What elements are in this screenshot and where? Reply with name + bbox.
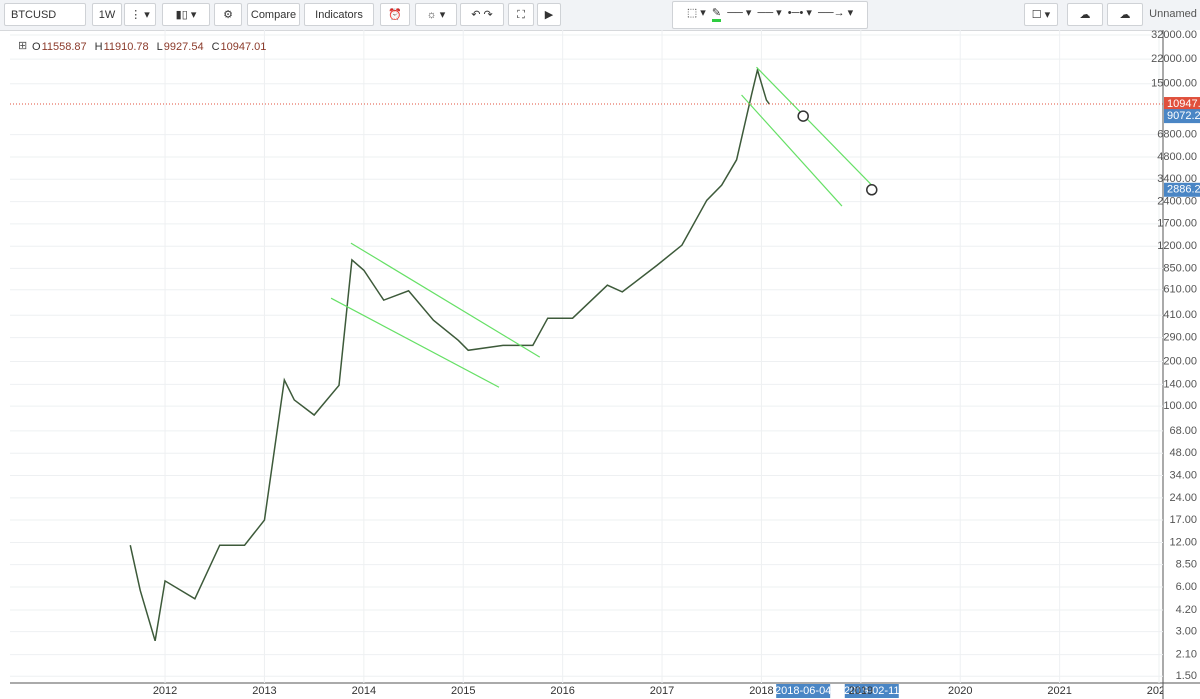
ohlc-value: 11558.87 — [42, 41, 87, 53]
y-tick-label: 8.50 — [1176, 559, 1197, 571]
compare-button[interactable]: Compare — [247, 3, 300, 26]
price-marker-box — [1164, 109, 1200, 124]
price-marker-label: 9072.26 — [1167, 110, 1200, 122]
y-tick-label: 100.00 — [1163, 400, 1197, 412]
y-tick-label: 2400.00 — [1157, 196, 1197, 208]
alert[interactable]: ⏰ — [380, 3, 410, 26]
y-tick-label: 140.00 — [1163, 378, 1197, 390]
last-price-label: 10947.0 — [1167, 98, 1200, 110]
date-marker-label: 2018-06-04 — [775, 685, 831, 697]
interval-menu[interactable]: ⋮ ▾ — [124, 3, 156, 26]
price-marker-box — [1164, 182, 1200, 197]
symbol-input[interactable]: BTCUSD — [4, 3, 86, 26]
load-layout[interactable]: ☁ — [1067, 3, 1103, 26]
anchor-point — [797, 110, 809, 122]
ohlc-value: 9927.54 — [164, 41, 204, 53]
x-tick-label: 2012 — [153, 685, 177, 697]
y-tick-label: 850.00 — [1163, 262, 1197, 274]
y-tick-label: 4800.00 — [1157, 151, 1197, 163]
y-tick-label: 1200.00 — [1157, 240, 1197, 252]
undo-redo[interactable]: ↶ ↷ — [460, 3, 504, 26]
chart: 32000.00 22000.00 15000.00 6800.00 4800.00 34… — [10, 30, 1200, 699]
interval-button[interactable]: 1W — [92, 3, 122, 26]
ohlc-key: L — [157, 41, 163, 53]
x-tick-label: 2017 — [650, 685, 674, 697]
fullscreen[interactable]: ⛶ — [508, 3, 534, 26]
y-tick-label: 200.00 — [1163, 355, 1197, 367]
drawing-toolbar[interactable]: ⬚ ▾ ✎ ── ▾ ── ▾ •─• ▾ ──→ ▾ — [672, 1, 868, 29]
y-tick-label: 290.00 — [1163, 331, 1197, 343]
ohlc-legend: ⊞ O 11558.87 H 11910.78 L 9927.54 C 10947.01 — [18, 40, 266, 53]
y-tick-label: 1.50 — [1176, 670, 1197, 682]
price-axis — [1163, 30, 1200, 699]
save-layout[interactable]: ☁ — [1107, 3, 1143, 26]
price-line — [129, 67, 770, 642]
y-tick-label: 6800.00 — [1157, 129, 1197, 141]
x-tick-label: 2020 — [948, 685, 972, 697]
ohlc-key: O — [32, 41, 41, 53]
y-tick-label: 34.00 — [1169, 469, 1197, 481]
x-tick-label: 2022 — [1147, 685, 1171, 697]
ideas[interactable]: ☼ ▾ — [415, 3, 457, 26]
trend-line — [330, 297, 500, 388]
toolbar: BTCUSD 1W ⋮ ▾ ▮▯ ▾ ⚙ Compare Indicators … — [0, 0, 1200, 31]
y-tick-label: 22000.00 — [1151, 53, 1197, 65]
x-tick-label: 2019 — [849, 685, 873, 697]
color-picker[interactable]: ☐ ▾ — [1024, 3, 1058, 26]
y-tick-label: 12.00 — [1169, 536, 1197, 548]
y-tick-label: 2.10 — [1176, 648, 1197, 660]
y-tick-label: 32000.00 — [1151, 30, 1197, 41]
y-tick-label: 17.00 — [1169, 514, 1197, 526]
y-tick-label: 610.00 — [1163, 284, 1197, 296]
y-tick-label: 1700.00 — [1157, 218, 1197, 230]
x-tick-label: 2018 — [749, 685, 773, 697]
y-tick-label: 6.00 — [1176, 581, 1197, 593]
x-tick-label: 2014 — [352, 685, 376, 697]
ohlc-key: C — [212, 41, 220, 53]
y-tick-label: 3.00 — [1176, 626, 1197, 638]
y-tick-label: 48.00 — [1169, 447, 1197, 459]
y-tick-label: 15000.00 — [1151, 78, 1197, 90]
x-tick-label: 2016 — [550, 685, 574, 697]
date-marker-box — [844, 684, 899, 698]
svg-text:⊞: ⊞ — [18, 40, 27, 52]
ohlc-value: 10947.01 — [221, 41, 267, 53]
replay[interactable]: ▶ — [537, 3, 561, 26]
indicators-button[interactable]: Indicators — [304, 3, 374, 26]
chart-style[interactable]: ▮▯ ▾ — [162, 3, 210, 26]
anchor-point — [866, 184, 878, 196]
last-price-box — [1164, 97, 1200, 112]
x-tick-label: 2013 — [252, 685, 276, 697]
date-marker-box — [776, 684, 831, 698]
trend-line — [756, 66, 876, 189]
y-tick-label: 3400.00 — [1157, 173, 1197, 185]
ohlc-key: H — [95, 41, 103, 53]
y-tick-label: 410.00 — [1163, 309, 1197, 321]
x-tick-label: 2015 — [451, 685, 475, 697]
date-marker-label: 2019-02-11 — [844, 685, 899, 697]
settings[interactable]: ⚙ — [214, 3, 242, 26]
y-tick-label: 24.00 — [1169, 492, 1197, 504]
layout-name[interactable]: Unnamed — [1147, 3, 1199, 26]
trend-line — [741, 94, 843, 207]
trend-line — [350, 242, 541, 358]
y-tick-label: 68.00 — [1169, 425, 1197, 437]
ohlc-value: 11910.78 — [104, 41, 149, 53]
x-tick-label: 2021 — [1047, 685, 1071, 697]
y-tick-label: 4.20 — [1176, 604, 1197, 616]
price-marker-label: 2886.22 — [1167, 184, 1200, 196]
